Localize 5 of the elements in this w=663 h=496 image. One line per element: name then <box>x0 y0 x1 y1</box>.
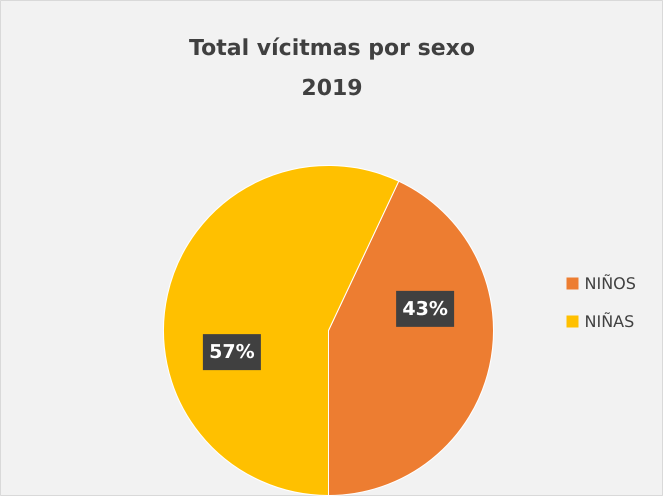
legend-label: NIÑOS <box>584 274 636 293</box>
legend-label: NIÑAS <box>584 312 634 331</box>
chart-title: Total vícitmas por sexo 2019 <box>189 36 475 101</box>
data-label: 43% <box>402 298 448 320</box>
data-label: 57% <box>209 341 255 364</box>
